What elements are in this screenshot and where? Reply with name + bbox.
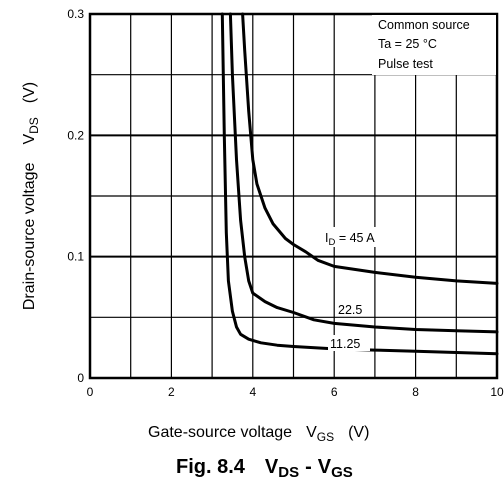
x-tick-label: 0 bbox=[87, 385, 94, 399]
plot-frame bbox=[88, 12, 499, 380]
series-label-bg-45 bbox=[322, 227, 408, 247]
condition-temperature: Ta = 25 °C bbox=[378, 37, 437, 51]
y-tick-label: 0.1 bbox=[67, 250, 84, 264]
figure-title: Fig. 8.4 VDS - VGS bbox=[176, 456, 353, 481]
x-axis-label: Gate-source voltage VGS (V) bbox=[148, 424, 369, 444]
curves bbox=[220, 12, 499, 356]
x-tick-label: 4 bbox=[249, 385, 256, 399]
condition-common-source: Common source bbox=[378, 18, 470, 32]
series-label-22-5: 22.5 bbox=[338, 303, 362, 317]
y-tick-label: 0 bbox=[77, 371, 84, 385]
series-curve-0 bbox=[241, 12, 499, 285]
series-curve-1 bbox=[228, 12, 499, 334]
conditions-box-bg bbox=[372, 15, 496, 75]
y-axis-label: Drain-source voltageVDS(V) bbox=[21, 82, 41, 310]
x-tick-label: 10 bbox=[490, 385, 504, 399]
y-tick-label: 0.2 bbox=[67, 128, 84, 142]
series-label-45a: ID = 45 A bbox=[325, 231, 375, 248]
series-curve-2 bbox=[220, 12, 499, 356]
x-tick-label: 2 bbox=[168, 385, 175, 399]
y-tick-label: 0.3 bbox=[67, 7, 84, 21]
series-label-11-25: 11.25 bbox=[330, 337, 360, 351]
x-tick-labels: 0 2 4 6 8 10 bbox=[87, 385, 504, 399]
x-tick-label: 8 bbox=[412, 385, 419, 399]
y-tick-labels: 0 0.1 0.2 0.3 bbox=[67, 7, 84, 385]
x-tick-label: 6 bbox=[331, 385, 338, 399]
series-label-bg-11 bbox=[328, 335, 370, 351]
condition-pulse-test: Pulse test bbox=[378, 57, 433, 71]
